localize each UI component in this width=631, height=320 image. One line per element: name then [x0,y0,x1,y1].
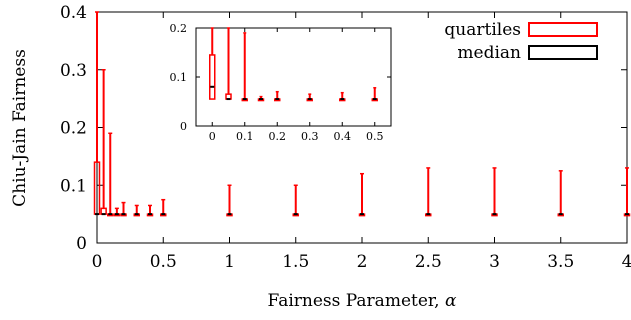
x-tick-label: 3.5 [547,252,574,272]
inset-x-tick-label: 0.5 [366,130,384,143]
x-tick-label: 1.5 [282,252,309,272]
main-axis-ticks: 0 0.5 1 1.5 2 2.5 3 3.5 4 0 0.1 0.2 0.3 0.4 [60,3,631,272]
inset-x-tick-label: 0.3 [301,130,319,143]
inset-quartile-box [209,54,216,100]
y-tick-label: 0.2 [60,119,87,139]
inset-plot-frame [195,27,392,127]
y-tick-label: 0.3 [60,61,87,81]
y-tick-label: 0.4 [60,3,87,23]
y-tick-label: 0 [76,234,87,254]
x-tick-label: 4 [622,252,631,272]
inset-x-tick-label: 0 [209,130,216,143]
x-tick-label: 2.5 [415,252,442,272]
inset-x-tick-label: 0.4 [334,130,352,143]
legend: quartiles median [444,20,598,63]
inset-axis-ticks: 0 0.1 0.2 0.3 0.4 0.5 0 0.1 0.2 [170,22,391,143]
y-tick-label: 0.1 [60,176,87,196]
legend-label-quartiles: quartiles [444,20,521,40]
x-tick-label: 3 [489,252,500,272]
legend-swatch-median [528,45,598,60]
y-axis-title: Chiu-Jain Fairness [10,49,30,207]
x-tick-label: 2 [357,252,368,272]
inset-y-tick-label: 0 [180,120,187,133]
legend-label-median: median [457,43,521,63]
inset-x-tick-label: 0.1 [236,130,254,143]
x-tick-label: 1 [224,252,235,272]
inset-y-tick-label: 0.2 [170,22,188,35]
x-tick-label: 0 [92,252,103,272]
inset-plot-marks [209,27,378,102]
inset-y-tick-label: 0.1 [170,71,188,84]
x-tick-label: 0.5 [150,252,177,272]
legend-swatch-quartiles [528,22,598,37]
main-plot-marks [93,11,631,217]
inset-x-tick-label: 0.2 [269,130,287,143]
x-axis-title-main: Fairness Parameter, [268,291,445,311]
x-axis-title: Fairness Parameter, α [268,291,457,311]
x-axis-title-symbol: α [445,291,457,311]
